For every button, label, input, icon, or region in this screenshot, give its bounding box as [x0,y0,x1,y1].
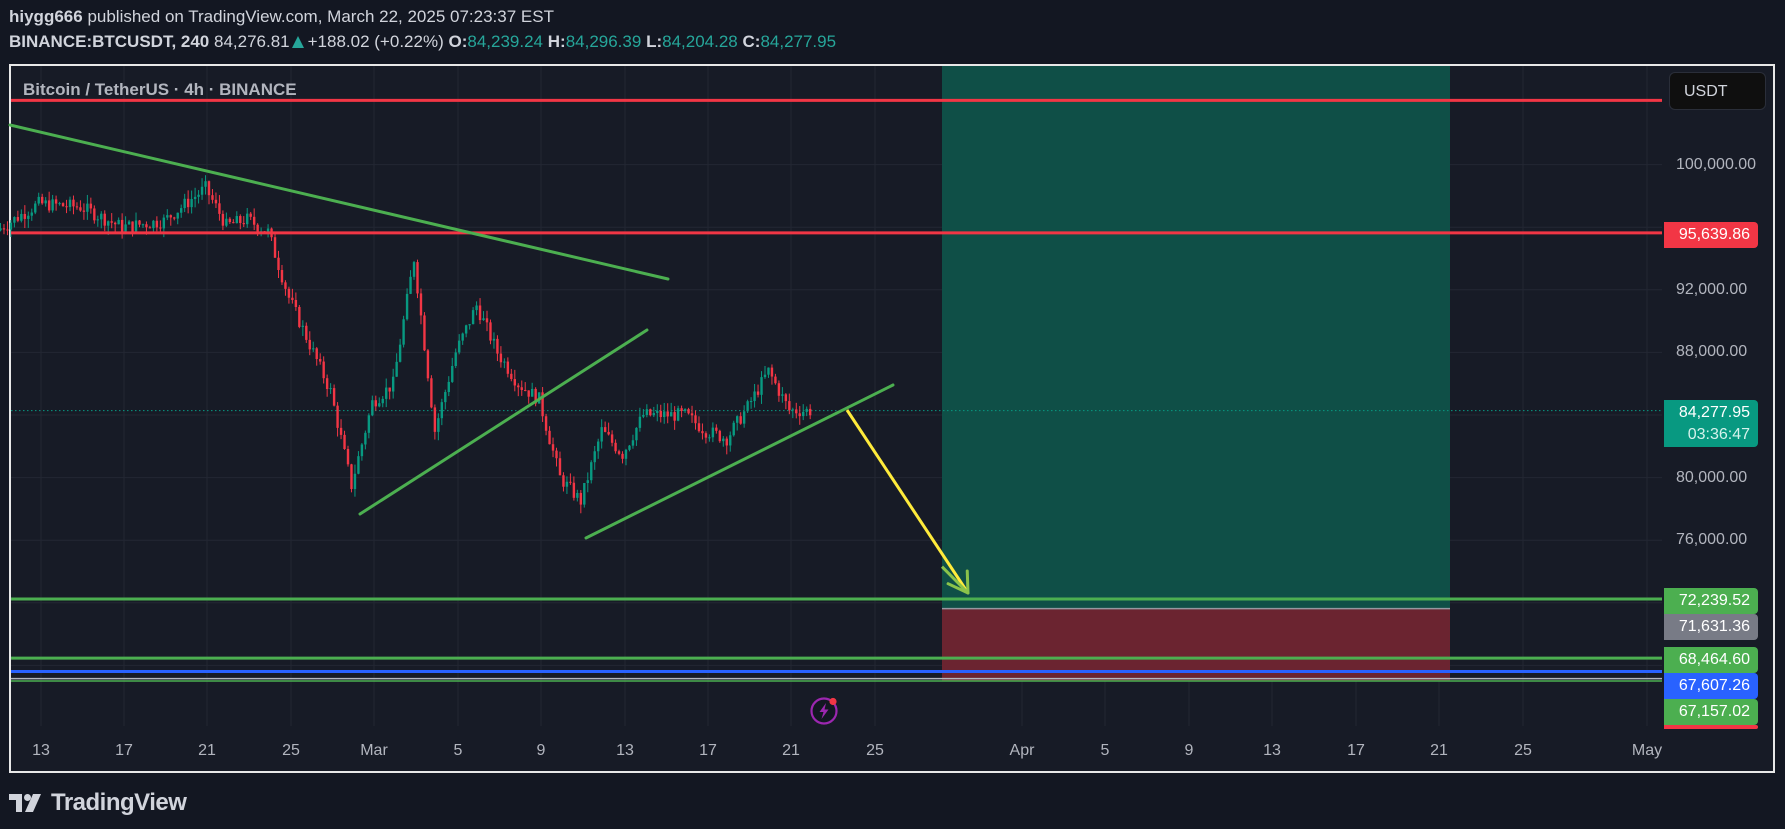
tradingview-logo[interactable]: TradingView [9,789,187,817]
time-axis-label: 17 [699,742,717,759]
time-axis-label: 17 [115,742,133,759]
time-axis-label: 21 [1430,742,1448,759]
symbol-name: BINANCE:BTCUSDT, 240 [9,32,210,51]
time-axis-label: 25 [866,742,884,759]
current-price-badge: 84,277.95 03:36:47 [1664,400,1758,447]
yellow-arrow[interactable] [845,409,970,594]
close-value: 84,277.95 [760,32,837,51]
rising-support-1-trendline[interactable] [358,328,649,516]
target2-price-badge: 68,464.60 [1664,647,1758,673]
position-profit-zone[interactable] [942,66,1450,609]
price-axis-label: 100,000.00 [1676,155,1757,173]
lightning-alert-icon[interactable] [809,696,839,726]
descending-resistance-trendline[interactable] [8,123,670,281]
brand-name: TradingView [51,789,187,816]
chart-title: Bitcoin / TetherUS · 4h · BINANCE [23,80,297,99]
time-axis-label: 9 [536,742,546,759]
time-axis-label: 17 [1347,742,1365,759]
entry-price-badge: 71,631.36 [1664,614,1758,640]
price-axis-label: 76,000.00 [1676,531,1748,549]
time-axis-label: May [1631,742,1663,759]
low-label: L: [646,32,663,51]
open-value: 84,239.24 [467,32,543,51]
up-triangle-icon [291,36,304,48]
time-axis-label: 5 [1100,742,1110,759]
high-value: 84,296.39 [565,32,642,51]
currency-button[interactable]: USDT [1669,72,1766,110]
target1-price-badge: 72,239.52 [1664,588,1758,614]
price-axis-label: 92,000.00 [1676,280,1748,298]
symbol-info-line: BINANCE:BTCUSDT, 240 84,276.81 +188.02 (+… [9,32,836,52]
blue-price-badge: 67,607.26 [1664,673,1758,699]
price-change: +188.02 (+0.22%) [307,32,444,51]
published-text: published on TradingView.com, March 22, … [87,7,554,26]
position-loss-zone[interactable] [942,608,1450,681]
time-axis-label: 9 [1184,742,1194,759]
open-label: O: [448,32,468,51]
publisher-name[interactable]: hiygg666 [9,7,83,26]
time-axis-label: Mar [360,742,388,759]
low-value: 84,204.28 [662,32,738,51]
time-axis-label: Apr [1009,742,1035,759]
hidden-red-badge [1664,725,1758,729]
last-price: 84,276.81 [213,32,290,51]
time-axis-label: 13 [1263,742,1281,759]
target3-price-badge: 67,157.02 [1664,699,1758,725]
high-label: H: [547,32,566,51]
time-axis-label: 13 [616,742,634,759]
time-axis-label: 21 [198,742,216,759]
resistance-price-badge: 95,639.86 [1664,222,1758,248]
close-label: C: [742,32,761,51]
price-axis-label: 80,000.00 [1676,468,1748,486]
candlesticks [0,175,812,514]
price-axis-label: 88,000.00 [1676,343,1748,361]
rising-support-2-trendline[interactable] [584,383,895,540]
time-axis-label: 25 [282,742,300,759]
time-axis-label: 5 [453,742,463,759]
time-axis-label: 25 [1514,742,1532,759]
publish-info: hiygg666 published on TradingView.com, M… [9,7,554,27]
chart-frame[interactable] [9,64,1775,773]
time-axis-label: 21 [782,742,800,759]
time-axis-label: 13 [32,742,50,759]
tradingview-logo-icon [9,794,41,812]
